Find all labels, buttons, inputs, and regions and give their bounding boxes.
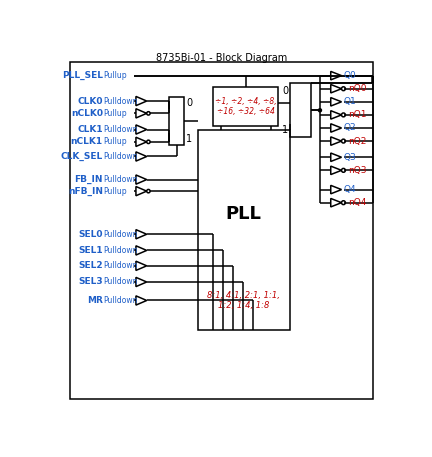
Text: nQ2: nQ2 bbox=[348, 137, 366, 146]
Text: nQ4: nQ4 bbox=[348, 198, 366, 207]
Text: SEL0: SEL0 bbox=[78, 230, 103, 239]
Bar bbox=[197, 129, 290, 330]
Text: nFB_IN: nFB_IN bbox=[68, 186, 103, 196]
Text: CLK_SEL: CLK_SEL bbox=[60, 152, 103, 161]
Text: Pulldown: Pulldown bbox=[104, 296, 138, 305]
Text: 8735Bi-01 - Block Diagram: 8735Bi-01 - Block Diagram bbox=[156, 53, 287, 63]
Text: Q0: Q0 bbox=[344, 71, 356, 80]
Text: CLK1: CLK1 bbox=[77, 125, 103, 134]
Text: Pullup: Pullup bbox=[104, 109, 127, 118]
Text: ÷1, ÷2, ÷4, ÷8,
÷16, ÷32, ÷64: ÷1, ÷2, ÷4, ÷8, ÷16, ÷32, ÷64 bbox=[215, 97, 276, 116]
Bar bbox=[213, 87, 278, 126]
Text: nCLK1: nCLK1 bbox=[71, 138, 103, 146]
Text: SEL1: SEL1 bbox=[78, 246, 103, 255]
Bar bbox=[290, 83, 311, 137]
Text: Pullup: Pullup bbox=[104, 138, 127, 146]
Text: 0: 0 bbox=[186, 98, 192, 108]
Text: PLL: PLL bbox=[226, 205, 262, 223]
Text: Pulldown: Pulldown bbox=[104, 96, 138, 106]
Text: FB_IN: FB_IN bbox=[74, 175, 103, 184]
Text: 8:1, 4:1, 2:1, 1:1,
1:2, 1:4, 1:8: 8:1, 4:1, 2:1, 1:1, 1:2, 1:4, 1:8 bbox=[207, 291, 280, 310]
Text: Pulldown: Pulldown bbox=[104, 261, 138, 271]
Text: CLK0: CLK0 bbox=[77, 96, 103, 106]
Bar bbox=[169, 97, 184, 145]
Text: Pulldown: Pulldown bbox=[104, 277, 138, 287]
Text: Pulldown: Pulldown bbox=[104, 246, 138, 255]
Text: Pulldown: Pulldown bbox=[104, 230, 138, 239]
Text: Pulldown: Pulldown bbox=[104, 152, 138, 161]
Text: Q2: Q2 bbox=[344, 123, 356, 133]
Text: SEL2: SEL2 bbox=[78, 261, 103, 271]
Text: SEL3: SEL3 bbox=[78, 277, 103, 287]
Text: nQ1: nQ1 bbox=[348, 111, 366, 119]
Text: Q4: Q4 bbox=[344, 185, 356, 194]
Text: 1: 1 bbox=[282, 124, 289, 134]
Text: Q1: Q1 bbox=[344, 97, 356, 106]
Text: Pulldown: Pulldown bbox=[104, 175, 138, 184]
Text: 0: 0 bbox=[282, 86, 289, 96]
Text: Pullup: Pullup bbox=[104, 186, 127, 196]
Text: Pullup: Pullup bbox=[104, 71, 127, 80]
Text: 1: 1 bbox=[186, 134, 192, 144]
Text: MR: MR bbox=[87, 296, 103, 305]
Text: nCLK0: nCLK0 bbox=[71, 109, 103, 118]
Text: nQ3: nQ3 bbox=[348, 166, 366, 175]
Circle shape bbox=[318, 109, 321, 112]
Text: nQ0: nQ0 bbox=[348, 84, 366, 93]
Text: Pulldown: Pulldown bbox=[104, 125, 138, 134]
Text: PLL_SEL: PLL_SEL bbox=[62, 71, 103, 80]
Text: Q3: Q3 bbox=[344, 153, 356, 162]
